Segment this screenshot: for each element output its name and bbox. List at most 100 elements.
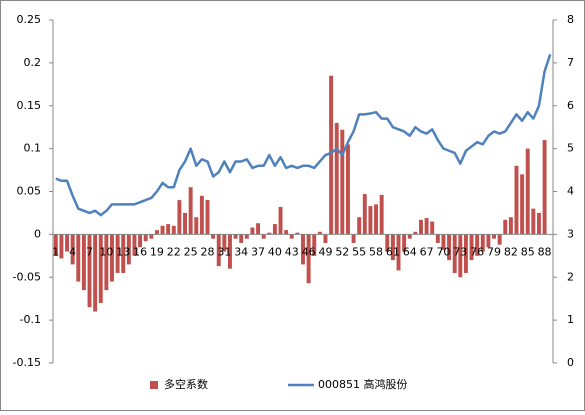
- bar: [368, 206, 373, 235]
- bar: [536, 212, 541, 235]
- bar: [469, 234, 474, 261]
- y2-tick-label: 7: [567, 56, 574, 69]
- x-tick-label: 40: [268, 245, 282, 258]
- bar: [228, 234, 232, 269]
- y-tick-label: -0.05: [13, 270, 41, 283]
- bar: [492, 234, 496, 239]
- bar: [385, 234, 390, 252]
- bar: [87, 234, 92, 308]
- x-tick-label: 79: [487, 245, 501, 258]
- bar: [379, 194, 384, 235]
- x-tick-label: 67: [420, 245, 434, 258]
- bar: [278, 206, 283, 235]
- x-tick-label: 55: [352, 245, 366, 258]
- bar: [132, 234, 137, 256]
- bar: [407, 234, 412, 239]
- bar: [183, 212, 187, 235]
- x-tick-label: 58: [369, 245, 383, 258]
- bar: [317, 231, 322, 235]
- bar: [413, 231, 418, 235]
- y2-tick-label: 2: [567, 270, 574, 283]
- bar: [525, 148, 530, 235]
- y2-tick-label: 4: [567, 185, 574, 198]
- bar: [351, 234, 356, 243]
- bar: [154, 230, 159, 235]
- bar: [194, 217, 199, 235]
- bar: [166, 224, 171, 235]
- bar: [59, 234, 64, 259]
- bar: [93, 234, 98, 312]
- x-tick-label: 85: [521, 245, 535, 258]
- y-tick-label: -0.15: [13, 356, 41, 369]
- bar: [340, 129, 345, 235]
- x-tick-label: 4: [69, 245, 76, 258]
- bar: [250, 227, 255, 235]
- bar: [284, 230, 289, 235]
- x-tick-label: 34: [234, 245, 248, 258]
- x-tick-label: 49: [318, 245, 332, 258]
- bar: [143, 234, 148, 242]
- x-tick-label: 22: [167, 245, 181, 258]
- bar: [121, 234, 126, 273]
- bar: [531, 208, 536, 235]
- bar: [435, 234, 440, 243]
- bar: [362, 194, 367, 235]
- bar: [419, 219, 423, 235]
- bar: [138, 234, 143, 248]
- x-tick-label: 70: [436, 245, 450, 258]
- x-tick-label: 52: [335, 245, 349, 258]
- bar: [149, 234, 154, 239]
- bar: [329, 75, 334, 235]
- y2-tick-label: 5: [567, 142, 574, 155]
- x-tick-label: 76: [470, 245, 484, 258]
- y-tick-label: 0.05: [17, 185, 42, 198]
- x-tick-label: 88: [538, 245, 552, 258]
- x-tick-label: 28: [200, 245, 214, 258]
- x-tick-label: 73: [453, 245, 467, 258]
- x-tick-label: 82: [504, 245, 518, 258]
- bar: [70, 234, 75, 265]
- y-tick-label: 0.25: [17, 13, 42, 26]
- bar: [497, 234, 502, 245]
- bar: [104, 234, 109, 291]
- bar: [306, 234, 311, 284]
- y-tick-label: 0.1: [24, 142, 42, 155]
- bar: [171, 225, 176, 235]
- bar: [396, 234, 401, 271]
- y-tick-label: -0.1: [20, 313, 41, 326]
- y-tick-label: 0: [34, 227, 41, 240]
- bar: [115, 234, 120, 273]
- y-tick-label: 0.15: [17, 99, 42, 112]
- bar: [463, 234, 468, 273]
- bar: [390, 234, 395, 261]
- x-tick-label: 61: [386, 245, 400, 258]
- legend-swatch: [150, 381, 158, 389]
- y-tick-label: 0.2: [24, 56, 42, 69]
- bar: [233, 234, 238, 239]
- bar: [424, 218, 429, 235]
- x-tick-label: 64: [403, 245, 417, 258]
- bar: [430, 221, 435, 235]
- bar: [452, 234, 457, 273]
- bar: [65, 234, 70, 252]
- bar: [76, 234, 81, 282]
- x-tick-label: 7: [86, 245, 93, 258]
- bar: [301, 234, 305, 265]
- bar: [486, 234, 491, 248]
- y2-tick-label: 1: [567, 313, 574, 326]
- x-tick-label: 46: [302, 245, 316, 258]
- bar: [374, 204, 378, 235]
- bar: [216, 234, 221, 267]
- bar: [447, 234, 452, 261]
- legend-label: 多空系数: [164, 377, 208, 391]
- bar: [199, 195, 204, 235]
- bar: [53, 234, 58, 256]
- x-tick-label: 10: [99, 245, 113, 258]
- y2-tick-label: 3: [567, 227, 574, 240]
- x-tick-label: 43: [285, 245, 299, 258]
- x-tick-label: 16: [133, 245, 147, 258]
- bar: [345, 144, 350, 235]
- bar: [441, 234, 446, 250]
- bar: [503, 219, 508, 235]
